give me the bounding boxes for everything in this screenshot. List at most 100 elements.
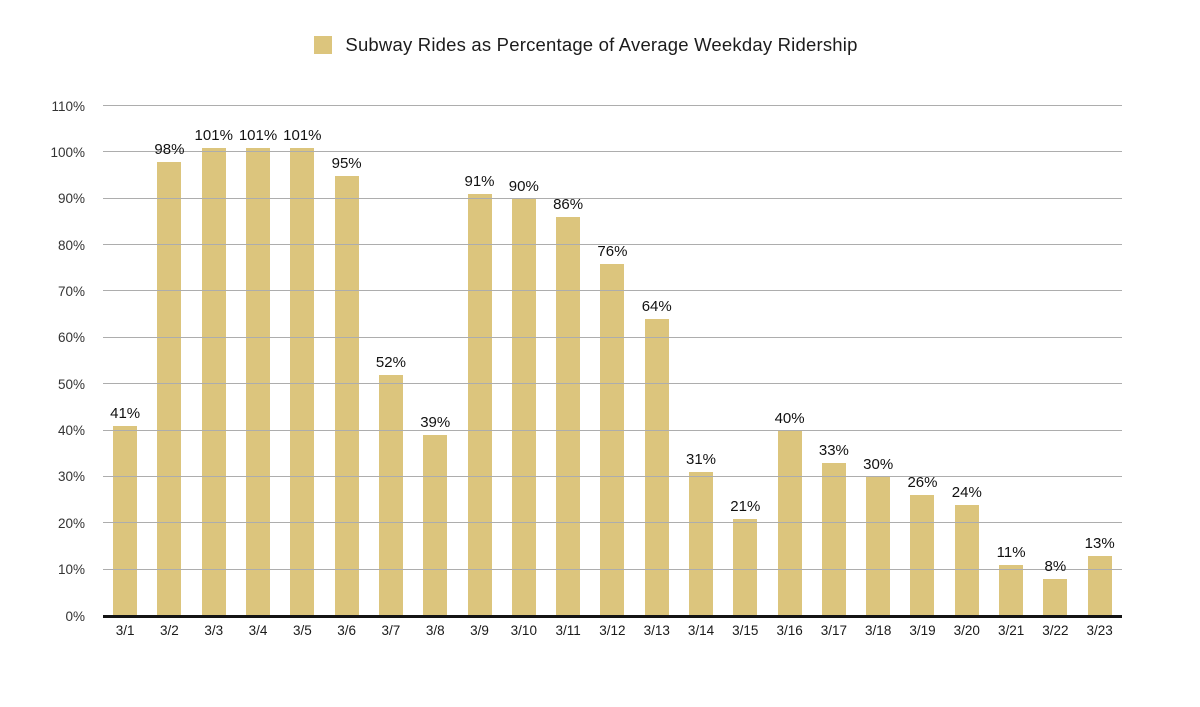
x-tick-label: 3/7 xyxy=(381,623,401,638)
bar-value-label: 21% xyxy=(730,497,761,515)
bars-container: 41% 98% 101% 101% 101% 95% 52% 39% 91% 90% 86% 76% 6… xyxy=(103,106,1122,616)
x-tick-label: 3/8 xyxy=(425,623,445,638)
bar-column: 33% xyxy=(812,106,856,616)
gridline xyxy=(103,105,1122,106)
bar xyxy=(689,472,713,616)
bar-value-label: 40% xyxy=(774,409,805,427)
bar-value-label: 101% xyxy=(238,126,278,144)
bar xyxy=(423,435,448,616)
bar-value-label: 30% xyxy=(863,455,894,473)
bar-column: 95% xyxy=(324,106,368,616)
y-tick-label: 0% xyxy=(65,608,85,624)
y-tick-label: 110% xyxy=(51,98,85,114)
chart-title: Subway Rides as Percentage of Average We… xyxy=(345,34,858,55)
bar xyxy=(511,198,536,616)
x-tick-label: 3/12 xyxy=(599,623,626,638)
bar-value-label: 95% xyxy=(331,154,362,172)
bar-column: 31% xyxy=(679,106,723,616)
bar xyxy=(910,495,935,616)
x-tick-label: 3/23 xyxy=(1086,623,1113,638)
bar xyxy=(378,374,403,616)
x-tick-label: 3/18 xyxy=(865,623,892,638)
gridline xyxy=(103,244,1122,246)
x-tick-label: 3/11 xyxy=(555,623,581,638)
x-tick-label: 3/22 xyxy=(1042,623,1069,638)
x-axis: 3/1 3/2 3/3 3/4 3/5 3/6 3/7 3/8 3/9 3/10 3/11 3/12 3… xyxy=(103,623,1122,638)
bar xyxy=(334,175,359,616)
x-tick-label: 3/6 xyxy=(337,623,357,638)
legend-swatch xyxy=(314,36,333,54)
gridline xyxy=(103,336,1122,338)
x-tick-label: 3/2 xyxy=(160,623,179,638)
bar xyxy=(157,161,182,616)
bar-value-label: 98% xyxy=(154,140,185,158)
bar-value-label: 101% xyxy=(194,126,233,144)
bar-column: 26% xyxy=(900,106,944,616)
bar-column: 64% xyxy=(635,106,679,616)
bar-value-label: 24% xyxy=(951,483,982,501)
bar xyxy=(733,518,758,616)
gridline xyxy=(103,522,1122,524)
bar xyxy=(290,147,315,616)
gridline xyxy=(103,429,1122,431)
x-tick-label: 3/9 xyxy=(470,623,489,638)
bar-value-label: 33% xyxy=(818,442,849,459)
bar xyxy=(644,319,669,616)
bar-column: 41% xyxy=(103,106,147,616)
chart-legend: Subway Rides as Percentage of Average We… xyxy=(0,34,1172,56)
bar xyxy=(821,463,846,616)
x-tick-label: 3/1 xyxy=(115,623,135,638)
y-tick-label: 60% xyxy=(57,330,85,346)
y-tick-label: 20% xyxy=(57,515,85,531)
x-tick-label: 3/13 xyxy=(643,623,670,638)
y-tick-label: 30% xyxy=(57,469,85,485)
bar-value-label: 41% xyxy=(110,404,141,422)
bar-column: 11% xyxy=(989,106,1033,616)
bar-column: 13% xyxy=(1078,106,1122,616)
x-tick-label: 3/5 xyxy=(292,623,312,638)
y-tick-label: 40% xyxy=(57,422,85,438)
x-tick-label: 3/4 xyxy=(248,623,268,638)
bar-column: 86% xyxy=(546,106,590,616)
bar xyxy=(556,217,581,616)
x-tick-label: 3/20 xyxy=(953,623,980,638)
bar xyxy=(1043,578,1068,616)
x-tick-label: 3/17 xyxy=(820,623,848,638)
bar-value-label: 90% xyxy=(508,177,539,195)
bar-column: 40% xyxy=(767,106,811,616)
bar-value-label: 76% xyxy=(597,242,628,260)
bar-value-label: 64% xyxy=(641,298,672,316)
bar-column: 76% xyxy=(590,106,634,616)
gridline xyxy=(103,383,1122,385)
bar-column: 101% xyxy=(192,106,236,616)
y-tick-label: 10% xyxy=(57,561,85,577)
bar-value-label: 26% xyxy=(907,474,938,492)
bar xyxy=(600,263,625,616)
bar-column: 30% xyxy=(856,106,900,616)
bar xyxy=(999,565,1024,616)
plot-area: 41% 98% 101% 101% 101% 95% 52% 39% 91% 90% 86% 76% 6… xyxy=(103,105,1122,618)
bar-value-label: 101% xyxy=(283,126,322,144)
bar-column: 21% xyxy=(723,106,767,616)
bar-column: 98% xyxy=(147,106,191,616)
bar xyxy=(201,147,226,616)
x-tick-label: 3/19 xyxy=(909,623,936,638)
y-tick-label: 80% xyxy=(57,237,85,253)
bar-value-label: 86% xyxy=(553,196,584,214)
x-axis-line xyxy=(103,615,1122,618)
bar-column: 101% xyxy=(280,106,324,616)
bar-value-label: 13% xyxy=(1084,534,1115,552)
bar xyxy=(246,147,271,616)
gridline xyxy=(103,290,1122,292)
bar-column: 39% xyxy=(413,106,457,616)
gridline xyxy=(103,475,1122,477)
bar-column: 90% xyxy=(502,106,546,616)
x-tick-label: 3/3 xyxy=(204,623,224,638)
y-tick-label: 90% xyxy=(57,190,85,206)
bar-column: 91% xyxy=(457,106,501,616)
bar xyxy=(866,476,891,616)
bar-value-label: 11% xyxy=(996,544,1026,561)
bar xyxy=(1087,555,1112,616)
x-tick-label: 3/16 xyxy=(776,623,803,638)
